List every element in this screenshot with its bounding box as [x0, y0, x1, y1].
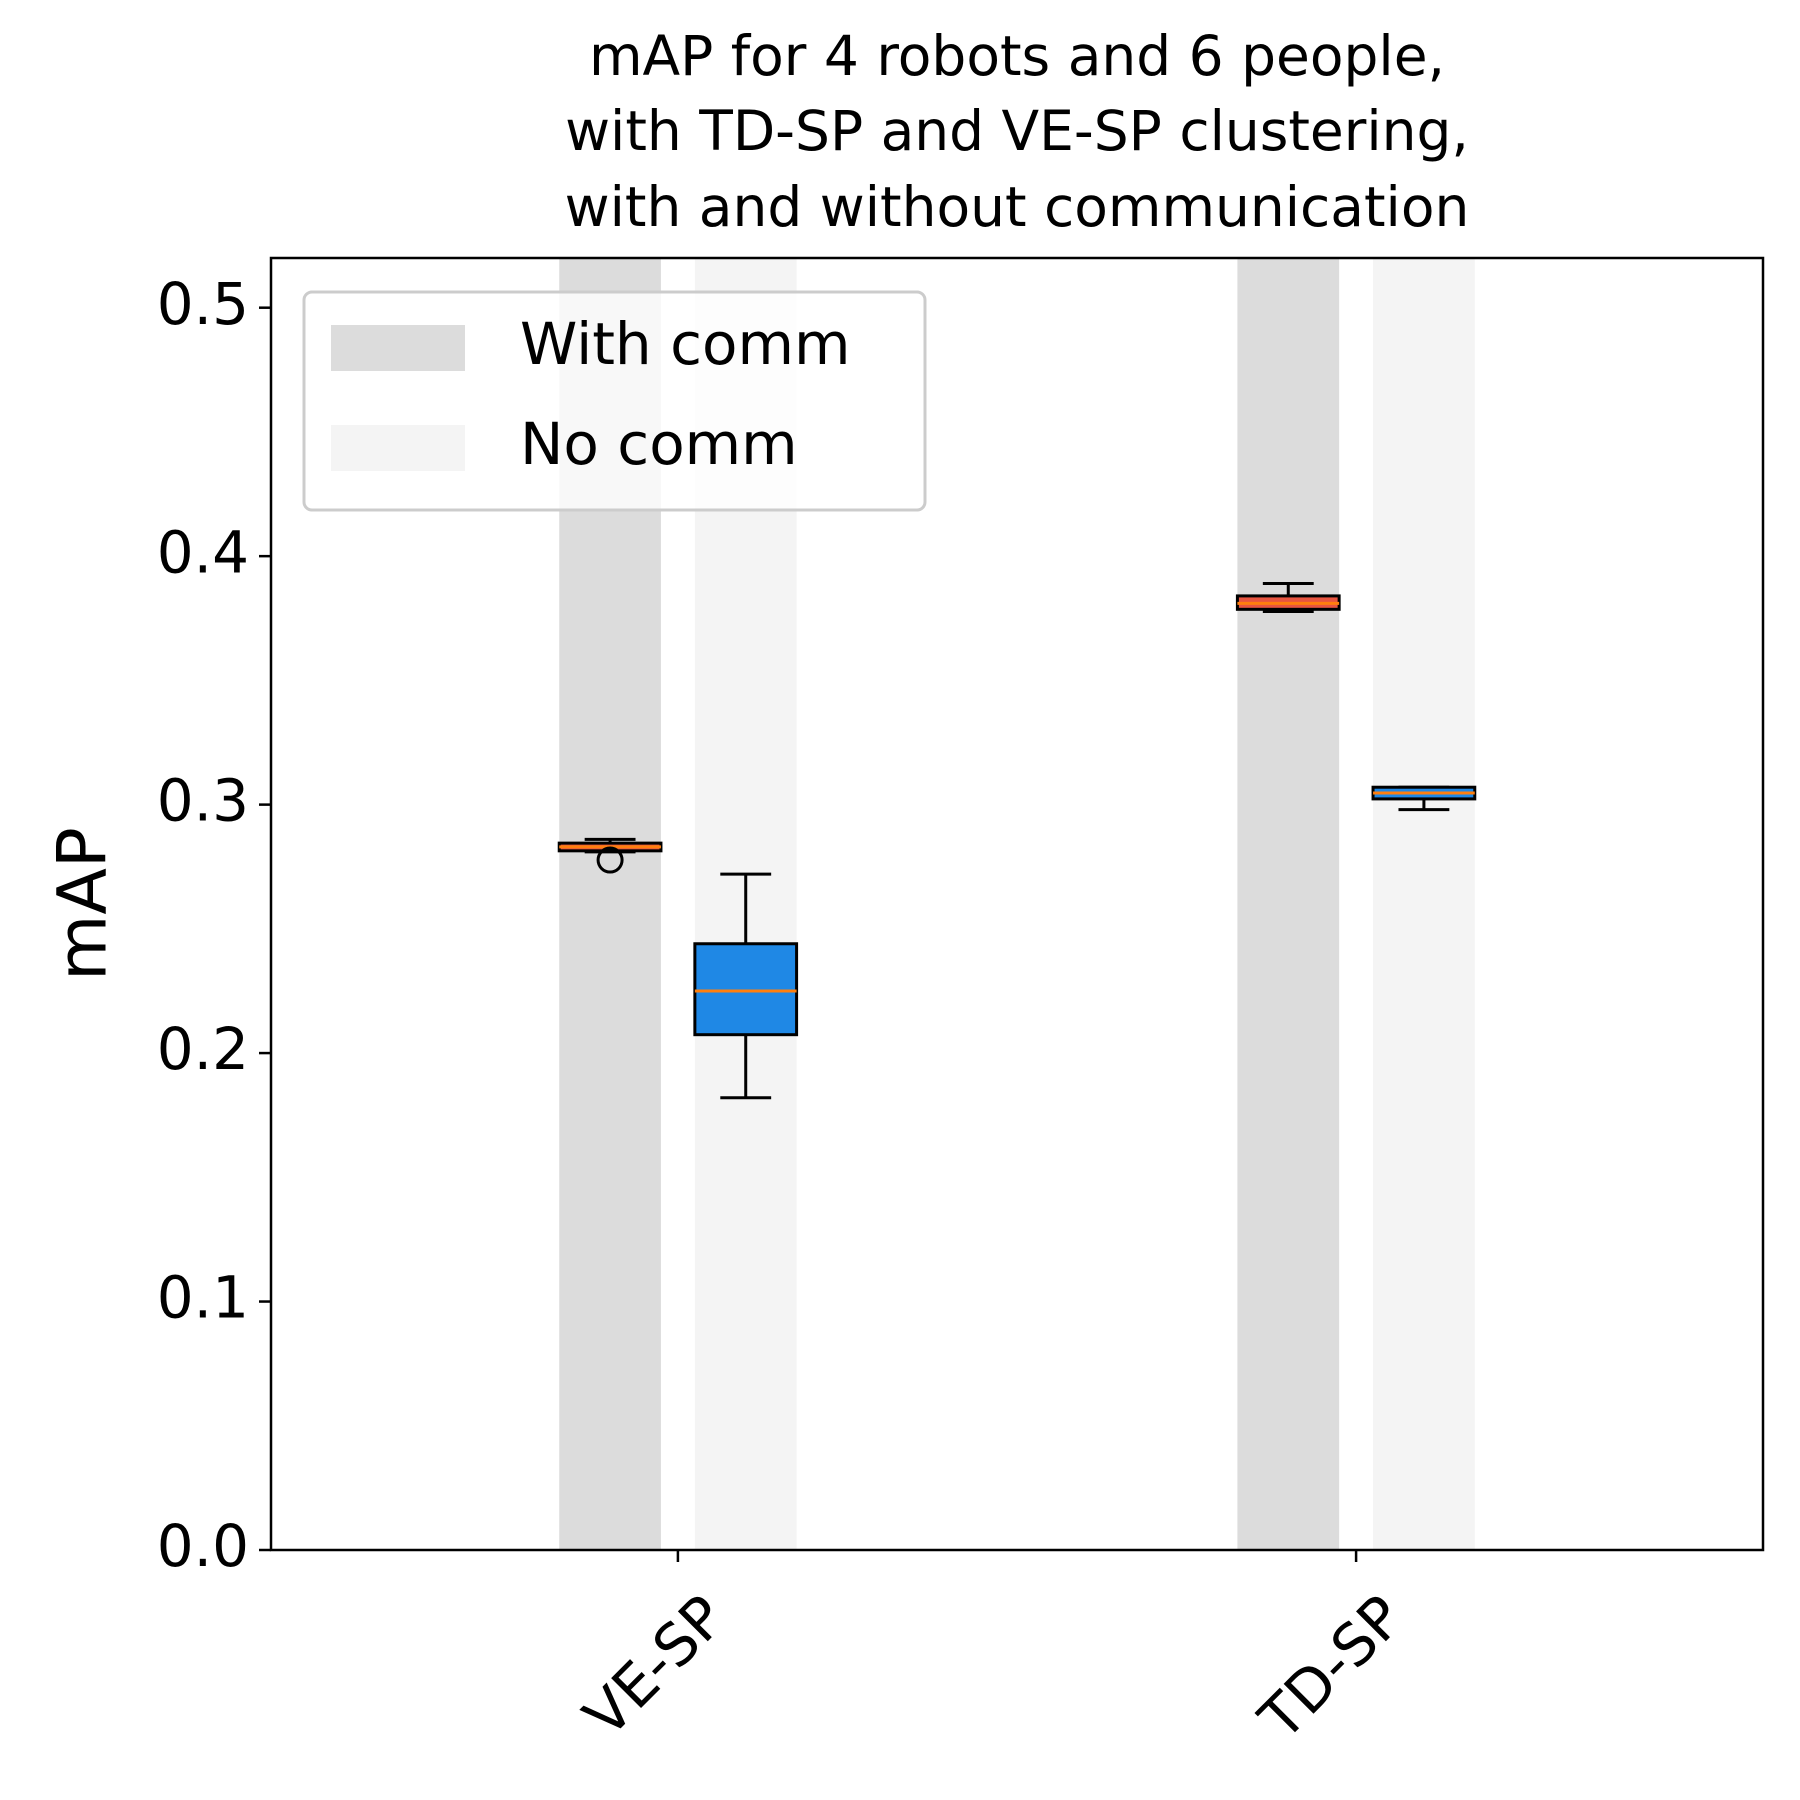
chart-title: with and without communication [565, 175, 1470, 239]
y-tick-label: 0.4 [157, 518, 249, 586]
box [693, 942, 799, 1037]
x-tick-label: VE-SP [571, 1582, 739, 1750]
chart-title: mAP for 4 robots and 6 people, [589, 24, 1445, 88]
legend-label: With comm [520, 310, 851, 378]
legend-swatch [331, 425, 465, 471]
group-band [1237, 258, 1340, 1550]
chart-title: with TD-SP and VE-SP clustering, [565, 99, 1469, 163]
outlier [596, 846, 624, 874]
x-tick-label: TD-SP [1246, 1582, 1417, 1753]
legend-swatch [331, 325, 465, 371]
y-tick-label: 0.2 [157, 1015, 249, 1083]
legend-label: No comm [520, 410, 798, 478]
y-tick-label: 0.5 [157, 270, 249, 338]
y-tick-label: 0.1 [157, 1264, 249, 1332]
y-axis-label: mAP [44, 827, 123, 981]
y-tick-label: 0.0 [157, 1512, 249, 1580]
plot-frame [269, 256, 1765, 1552]
group-band [1373, 258, 1475, 1550]
y-tick-label: 0.3 [157, 767, 249, 835]
